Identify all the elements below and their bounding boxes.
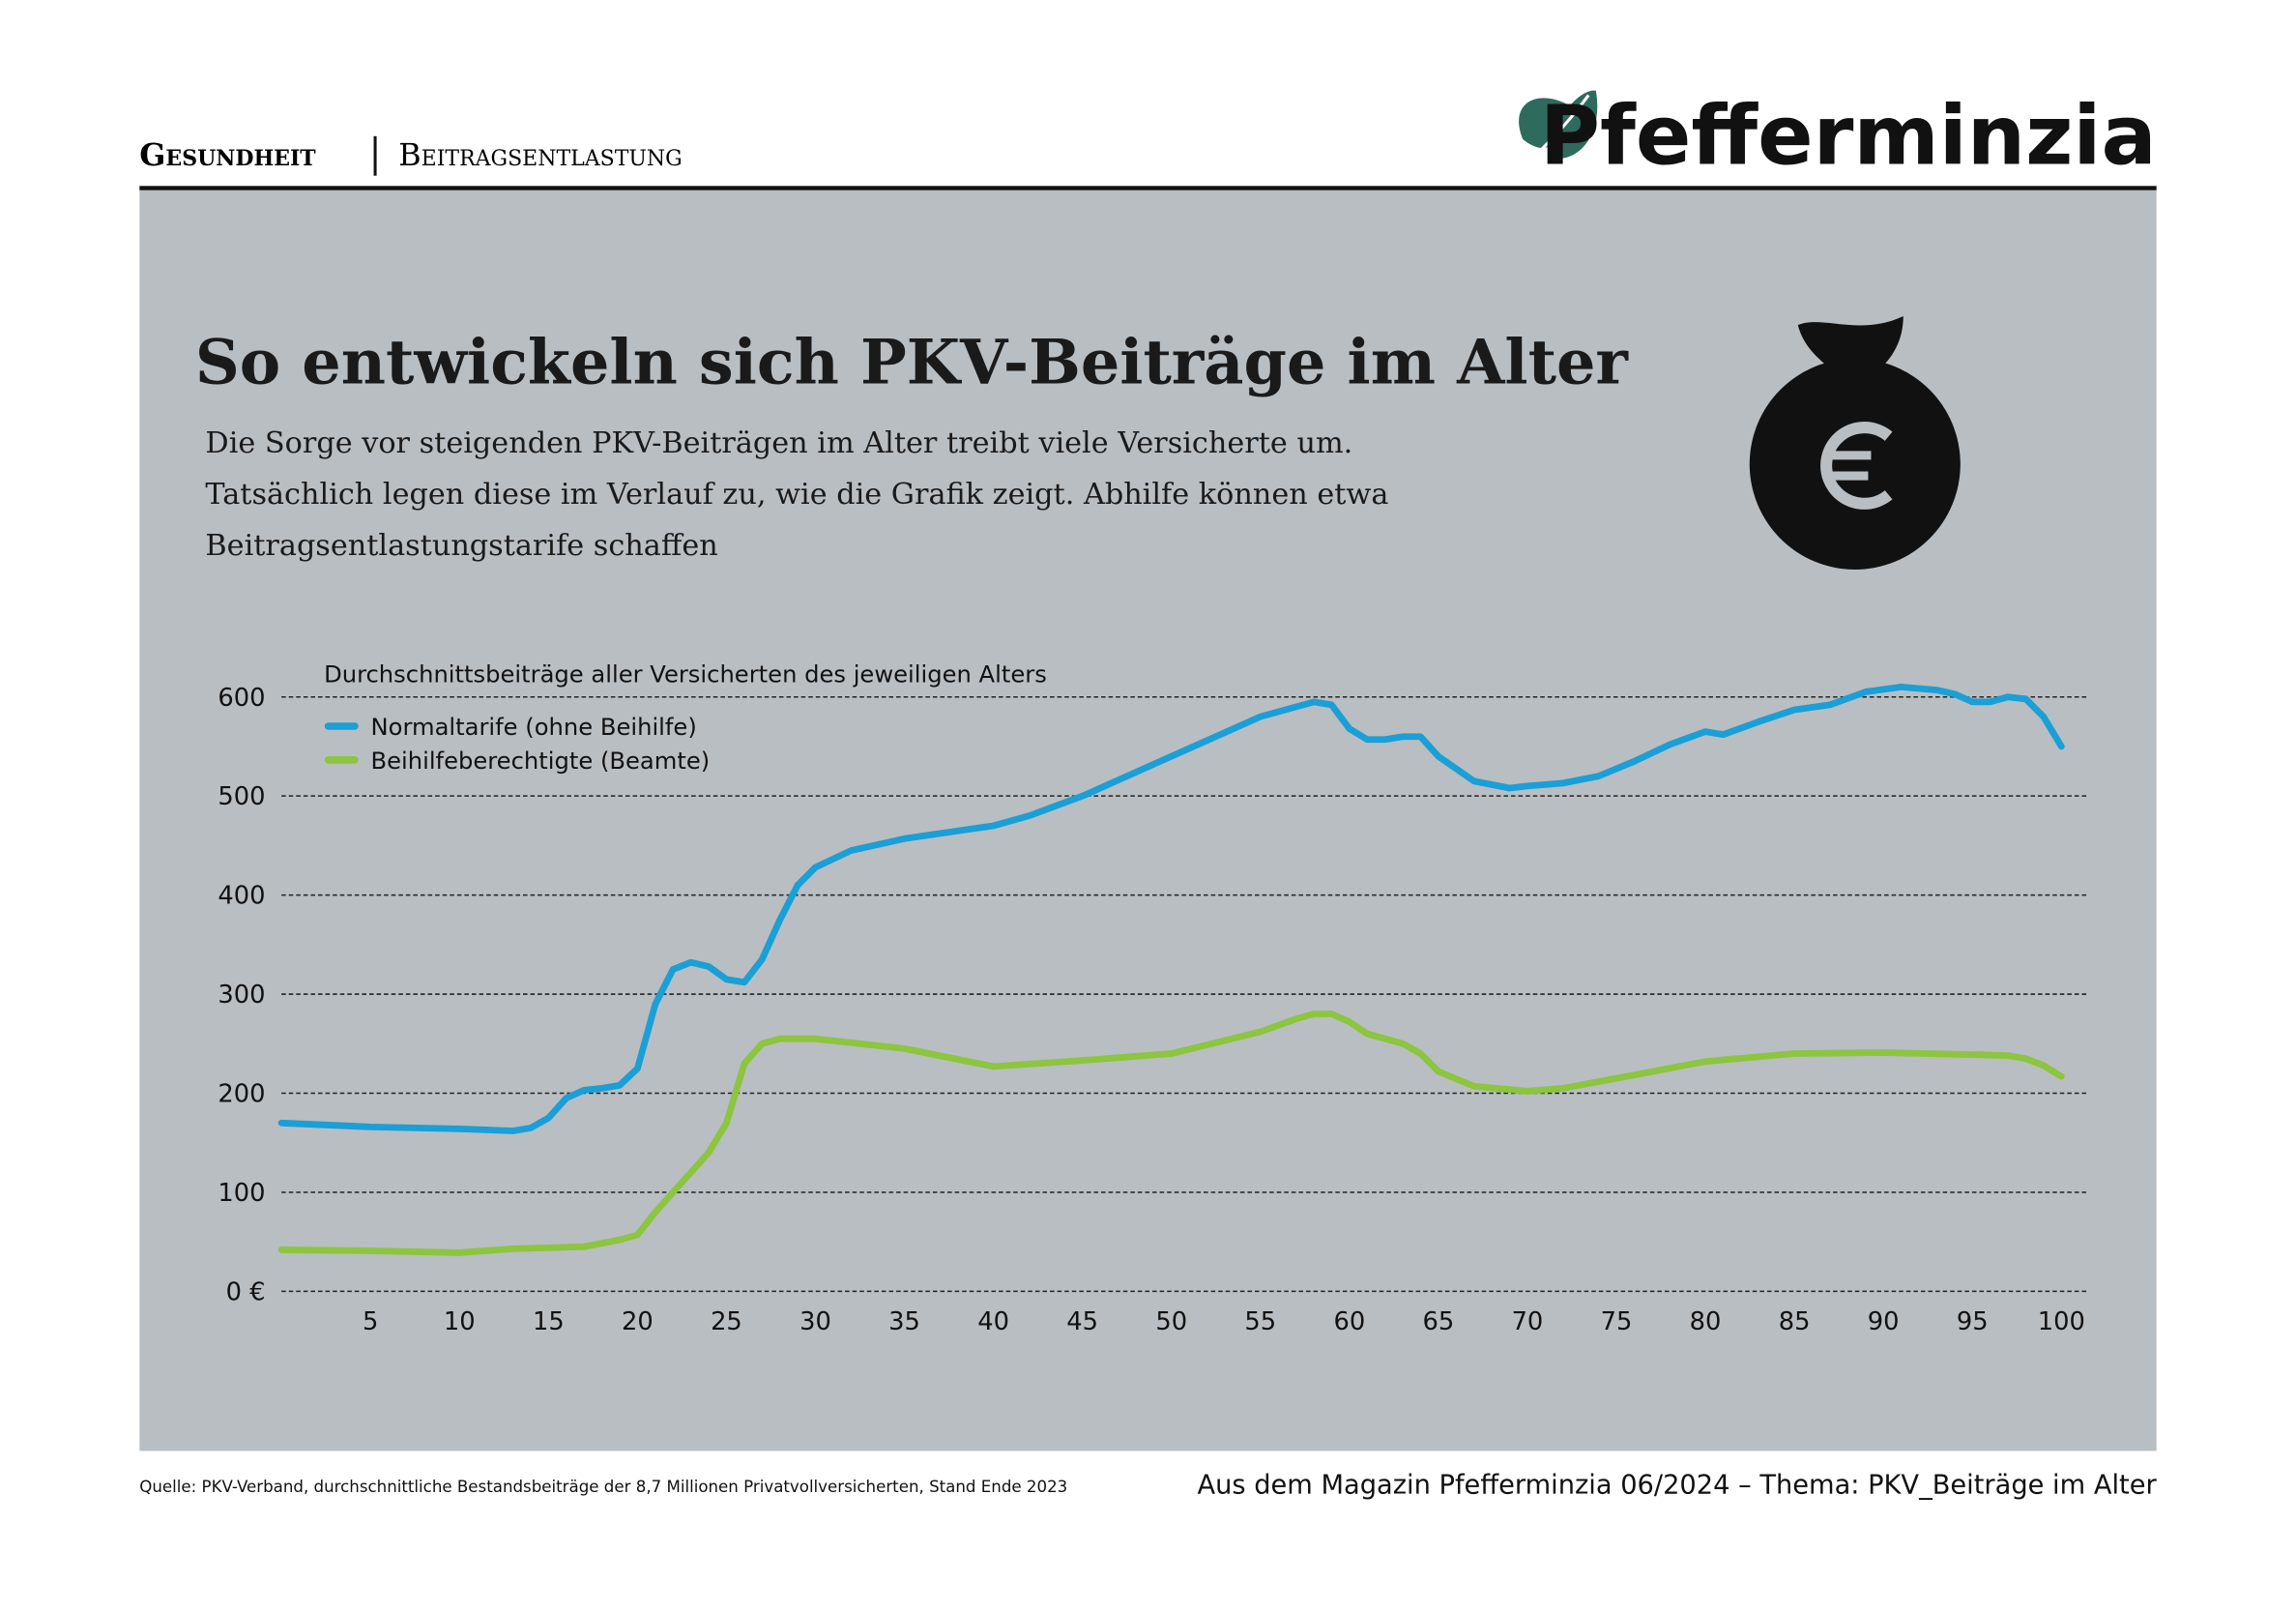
x-tick-label: 25 — [711, 1307, 742, 1336]
subtitle: Tatsächlich legen diese im Verlauf zu, w… — [205, 478, 1388, 512]
series-line — [277, 1011, 2065, 1256]
x-tick-label: 20 — [622, 1307, 654, 1336]
x-tick-label: 65 — [1423, 1307, 1455, 1336]
subtitle: Beitragsentlastungstarife schaffen — [205, 529, 717, 563]
y-tick-label: 500 — [218, 782, 265, 811]
x-tick-label: 100 — [2038, 1307, 2085, 1336]
x-tick-label: 90 — [1868, 1307, 1900, 1336]
x-tick-label: 80 — [1690, 1307, 1722, 1336]
y-tick-label: 300 — [218, 981, 265, 1010]
subtitle: Die Sorge vor steigenden PKV-Beiträgen i… — [205, 426, 1352, 460]
x-tick-label: 85 — [1779, 1307, 1811, 1336]
y-tick-label: 400 — [218, 882, 265, 911]
section: Gesundheit — [139, 137, 316, 173]
logo: Pfefferminzia — [1540, 88, 2157, 184]
x-tick-label: 30 — [799, 1307, 831, 1336]
x-tick-label: 75 — [1601, 1307, 1633, 1336]
x-tick-label: 70 — [1512, 1307, 1544, 1336]
header-rule — [139, 186, 2157, 191]
plot: Die Sorge vor steigenden PKV-Beiträgen i… — [205, 426, 2087, 1336]
logo-icon — [1519, 90, 1598, 162]
series-line — [277, 683, 2065, 1134]
source: Quelle: PKV-Verband, durchschnittliche B… — [139, 1478, 1067, 1496]
y-tick-label: 0 € — [226, 1278, 266, 1307]
legend-label: Beihilfeberechtigte (Beamte) — [371, 747, 711, 775]
y-tick-label: 600 — [218, 684, 265, 713]
y-tick-label: 100 — [218, 1179, 265, 1208]
x-tick-label: 40 — [977, 1307, 1009, 1336]
y-axis-title: Durchschnittsbeiträge aller Versicherten… — [324, 661, 1047, 689]
chart-title: So entwickeln sich PKV-Beiträge im Alter — [195, 326, 1630, 398]
x-tick-label: 35 — [888, 1307, 920, 1336]
x-tick-label: 45 — [1066, 1307, 1098, 1336]
y-tick-label: 200 — [218, 1080, 265, 1109]
x-tick-label: 50 — [1155, 1307, 1187, 1336]
credit: Aus dem Magazin Pfefferminzia 06/2024 – … — [1197, 1470, 2157, 1500]
legend-label: Normaltarife (ohne Beihilfe) — [371, 714, 697, 741]
x-tick-label: 55 — [1244, 1307, 1276, 1336]
x-tick-label: 95 — [1957, 1307, 1989, 1336]
x-tick-label: 5 — [363, 1307, 378, 1336]
topic: Beitragsentlastung — [398, 137, 682, 173]
x-tick-label: 10 — [444, 1307, 476, 1336]
money-bag — [1749, 316, 1961, 570]
x-tick-label: 15 — [533, 1307, 565, 1336]
x-tick-label: 60 — [1333, 1307, 1365, 1336]
